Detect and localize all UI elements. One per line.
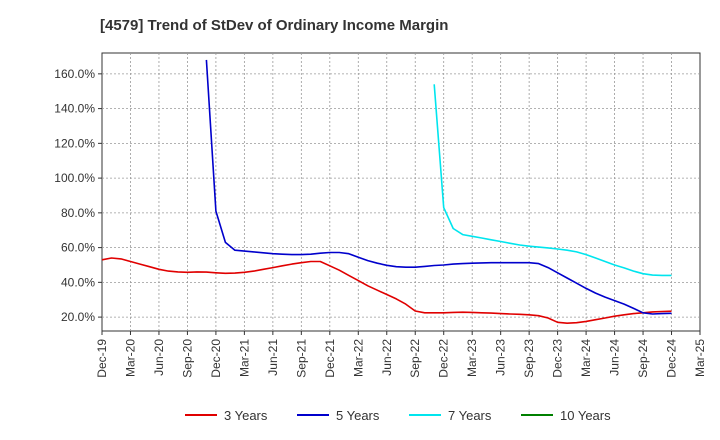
x-tick-label: Jun-22 [380, 339, 394, 376]
legend-label: 7 Years [448, 408, 492, 423]
y-tick-label: 80.0% [61, 206, 95, 220]
y-tick-label: 20.0% [61, 310, 95, 324]
legend-label: 5 Years [336, 408, 380, 423]
x-axis: Dec-19 Mar-20 Jun-20 Sep-20 Dec-20 Mar-21 Jun-… [95, 331, 707, 378]
x-tick-label: Sep-20 [180, 339, 194, 378]
series-lines [101, 59, 672, 325]
x-tick-label: Mar-20 [123, 339, 137, 377]
chart-title: [4579] Trend of StDev of Ordinary Income… [100, 17, 448, 34]
legend-label: 10 Years [560, 408, 611, 423]
x-tick-label: Dec-23 [551, 339, 565, 378]
x-tick-label: Sep-21 [294, 339, 308, 378]
plot-area [101, 52, 701, 332]
x-tick-label: Sep-22 [408, 339, 422, 378]
y-tick-label: 40.0% [61, 275, 95, 289]
x-tick-label: Dec-24 [665, 339, 679, 378]
x-tick-label: Sep-23 [522, 339, 536, 378]
x-tick-label: Dec-21 [323, 339, 337, 378]
x-tick-label: Mar-25 [693, 339, 707, 377]
series-line-5-years [205, 59, 672, 315]
legend-label: 3 Years [224, 408, 268, 423]
y-tick-label: 160.0% [54, 67, 95, 81]
y-axis: 20.0% 40.0% 60.0% 80.0% 100.0% 120.0% 140.0% 16… [54, 67, 102, 324]
x-tick-label: Mar-23 [465, 339, 479, 377]
y-tick-label: 100.0% [54, 171, 95, 185]
series-line-3-years [101, 257, 672, 325]
y-tick-label: 140.0% [54, 102, 95, 116]
x-tick-label: Jun-20 [152, 339, 166, 376]
x-tick-label: Jun-23 [494, 339, 508, 376]
x-tick-label: Mar-21 [237, 339, 251, 377]
x-tick-label: Dec-22 [437, 339, 451, 378]
series-line-7-years [433, 84, 672, 277]
legend: 3 Years 5 Years 7 Years 10 Years [185, 408, 611, 423]
x-tick-label: Mar-24 [579, 339, 593, 377]
x-tick-label: Mar-22 [351, 339, 365, 377]
y-tick-label: 120.0% [54, 136, 95, 150]
y-tick-label: 60.0% [61, 241, 95, 255]
x-tick-label: Jun-21 [266, 339, 280, 376]
x-tick-label: Dec-20 [209, 339, 223, 378]
x-tick-label: Dec-19 [95, 339, 109, 378]
x-tick-label: Jun-24 [608, 339, 622, 376]
x-tick-label: Sep-24 [636, 339, 650, 378]
